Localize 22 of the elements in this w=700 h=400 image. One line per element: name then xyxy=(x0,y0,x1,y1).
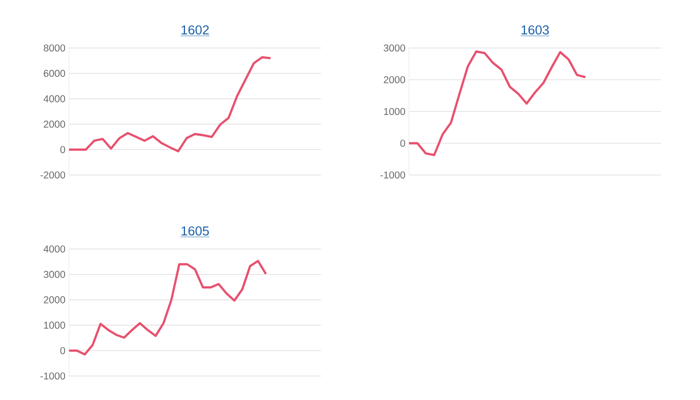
y-tick-label: 4000 xyxy=(44,95,66,102)
y-tick-label: 3000 xyxy=(384,44,406,52)
y-tick-label: 8000 xyxy=(44,44,66,52)
y-tick-label: 4000 xyxy=(44,245,66,253)
chart-title: 1605 xyxy=(182,226,209,236)
y-tick-label: 2000 xyxy=(44,296,66,304)
y-tick-label: 6000 xyxy=(44,70,66,77)
y-tick-label: 0 xyxy=(60,347,66,354)
y-tick-label: 1000 xyxy=(44,322,66,329)
y-tick-label: -2000 xyxy=(40,171,66,179)
chart-title: 1603 xyxy=(522,25,549,35)
y-tick-label: -1000 xyxy=(380,171,406,179)
y-tick-label: 1000 xyxy=(384,108,406,116)
chart-title: 1602 xyxy=(182,25,209,35)
y-tick-label: 3000 xyxy=(44,270,66,278)
y-tick-label: 2000 xyxy=(44,120,66,128)
y-tick-label: -1000 xyxy=(40,372,66,380)
y-tick-label: 0 xyxy=(60,146,66,154)
line-series xyxy=(408,50,587,156)
y-tick-label: 2000 xyxy=(384,76,406,84)
line-series xyxy=(68,260,267,356)
y-tick-label: 0 xyxy=(400,140,406,147)
